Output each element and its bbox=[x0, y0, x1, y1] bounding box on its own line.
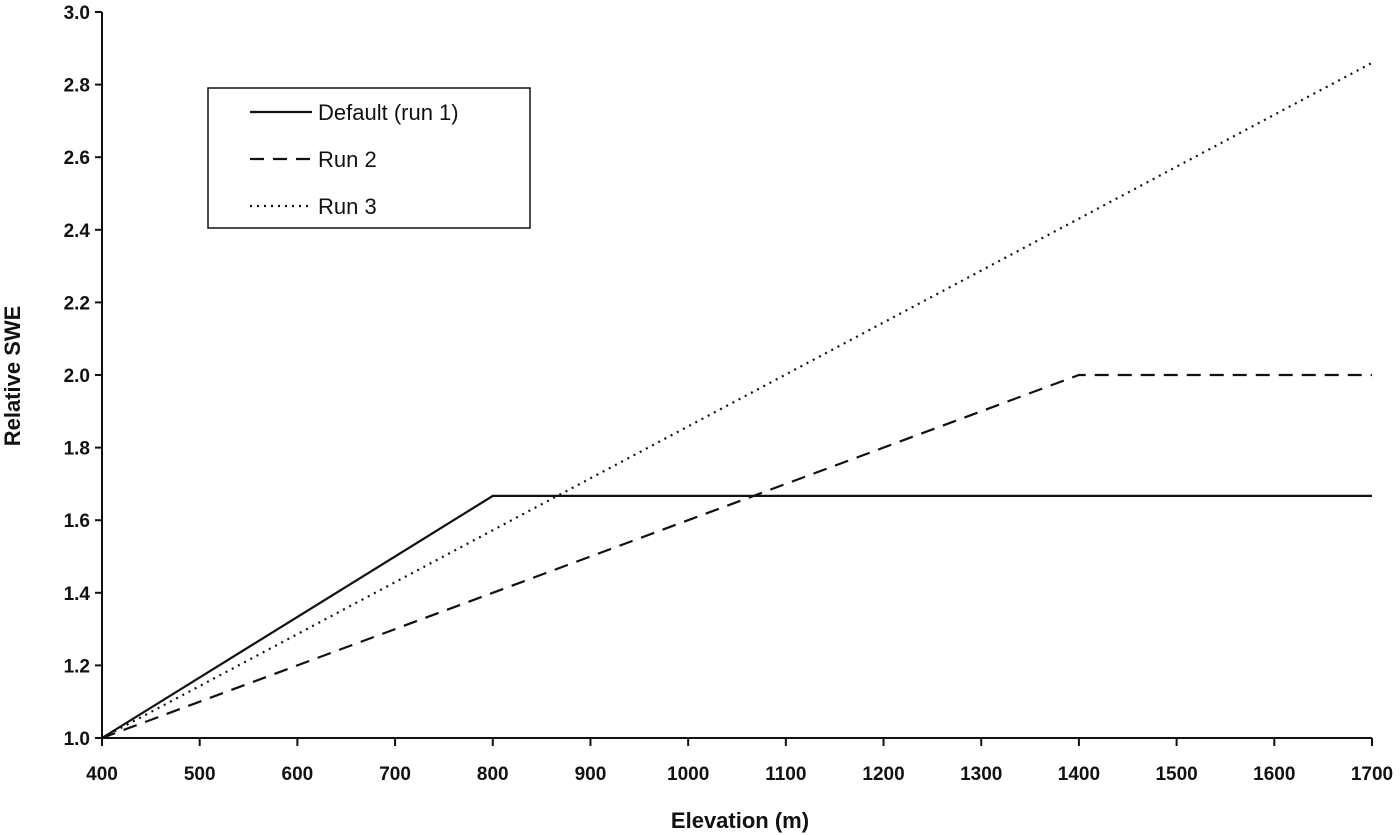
y-tick-label: 1.6 bbox=[64, 511, 90, 532]
legend-label-2: Run 2 bbox=[318, 147, 377, 172]
x-tick-label: 600 bbox=[282, 764, 314, 785]
series-line-3 bbox=[101, 61, 1373, 739]
legend-label-1: Default (run 1) bbox=[318, 100, 459, 125]
y-tick-label: 1.2 bbox=[64, 656, 90, 677]
x-tick-label: 1200 bbox=[862, 764, 904, 785]
y-tick-label: 2.6 bbox=[64, 148, 90, 169]
y-tick-label: 1.0 bbox=[64, 729, 90, 750]
series-line-2 bbox=[101, 373, 1372, 740]
x-tick-label: 1600 bbox=[1253, 764, 1295, 785]
y-tick-label: 1.8 bbox=[64, 439, 90, 460]
x-tick-label: 500 bbox=[184, 764, 216, 785]
x-axis-title: Elevation (m) bbox=[671, 808, 809, 833]
x-tick-label: 800 bbox=[477, 764, 509, 785]
x-tick-label: 1100 bbox=[765, 764, 806, 785]
x-tick-label: 1300 bbox=[960, 764, 1002, 785]
x-tick-label: 900 bbox=[575, 764, 607, 785]
x-tick-label: 700 bbox=[379, 764, 411, 785]
x-tick-label: 1500 bbox=[1155, 764, 1197, 785]
axes: 1.0 1.2 1.4 1.6 1.8 2.0 2.2 2.4 2.6 2.8 3.0 400 500 6… bbox=[64, 3, 1394, 785]
legend-label-3: Run 3 bbox=[318, 194, 377, 219]
x-tick-label: 400 bbox=[86, 764, 118, 785]
x-tick-label: 1000 bbox=[667, 764, 709, 785]
y-tick-label: 2.4 bbox=[64, 221, 91, 242]
y-tick-label: 2.8 bbox=[64, 76, 90, 97]
y-axis-title: Relative SWE bbox=[0, 306, 25, 447]
legend: Default (run 1) Run 2 Run 3 bbox=[207, 87, 531, 229]
y-tick-label: 2.0 bbox=[64, 366, 90, 387]
y-tick-label: 3.0 bbox=[64, 3, 90, 24]
series-line-1 bbox=[101, 494, 1372, 739]
x-tick-label: 1400 bbox=[1058, 764, 1100, 785]
x-tick-label: 1700 bbox=[1351, 764, 1393, 785]
y-tick-label: 1.4 bbox=[64, 584, 91, 605]
series-layer bbox=[101, 61, 1373, 740]
y-tick-label: 2.2 bbox=[64, 293, 90, 314]
